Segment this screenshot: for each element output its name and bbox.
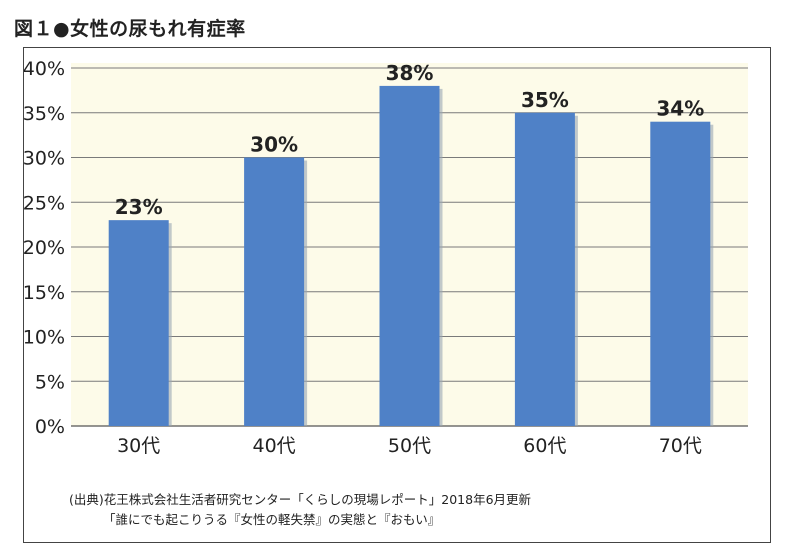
y-tick-label: 15%: [24, 282, 65, 304]
x-tick-label: 40代: [253, 435, 296, 457]
x-tick-label: 30代: [117, 435, 160, 457]
data-label: 35%: [521, 88, 569, 112]
chart-frame: 0% 5% 10% 15% 20% 25% 30% 35% 40% 23% 30代 30% 40代 38%…: [23, 47, 771, 543]
y-tick-label: 35%: [24, 103, 65, 125]
figure-title: 図１●女性の尿もれ有症率: [14, 18, 246, 40]
y-tick-label: 20%: [24, 237, 65, 259]
source-line-2: 「誰にでも起こりうる『女性の軽失禁』の実態と『おもい』: [103, 512, 441, 527]
data-label: 34%: [656, 97, 704, 121]
bar: [108, 220, 169, 426]
bar: [514, 112, 575, 426]
x-tick-label: 50代: [388, 435, 431, 457]
source-line-1: (出典)花王株式会社生活者研究センター「くらしの現場レポート」2018年6月更新: [69, 492, 532, 507]
bar-chart: 0% 5% 10% 15% 20% 25% 30% 35% 40% 23% 30代 30% 40代 38%…: [24, 58, 748, 457]
y-tick-label: 40%: [24, 58, 65, 80]
y-tick-label: 10%: [24, 327, 65, 349]
y-tick-label: 25%: [24, 192, 65, 214]
y-tick-label: 5%: [35, 371, 65, 393]
bar: [650, 121, 711, 426]
bar: [244, 157, 305, 426]
data-label: 23%: [115, 195, 163, 219]
data-label: 30%: [250, 133, 298, 157]
x-tick-label: 70代: [659, 435, 702, 457]
y-tick-label: 0%: [35, 416, 65, 438]
bar: [379, 85, 440, 427]
x-tick-label: 60代: [523, 435, 566, 457]
y-tick-label: 30%: [24, 148, 65, 170]
data-label: 38%: [386, 61, 434, 85]
